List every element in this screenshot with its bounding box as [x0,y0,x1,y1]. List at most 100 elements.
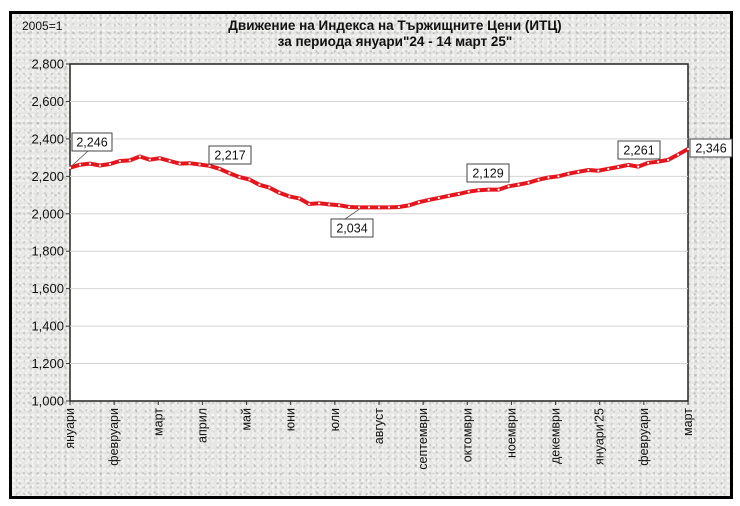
data-point [347,205,351,209]
data-point [288,195,291,198]
data-point [507,185,510,188]
data-point [268,186,271,189]
gridlines [70,100,688,365]
y-tick-label: 1,800 [31,244,64,259]
data-point [617,165,620,169]
x-tick-label: януари'25 [593,408,607,465]
data-label-box [617,140,661,160]
data-point [587,168,590,172]
data-label-box [71,132,113,152]
y-tick-label: 2,800 [31,57,64,72]
data-point [666,158,670,161]
x-tick-label: март [681,408,695,436]
data-point [328,203,331,206]
data-point [477,189,480,192]
data-point [298,197,301,200]
chart-subtitle: за периода януари"24 - 14 март 25" [278,34,513,49]
data-point [447,194,450,197]
y-tick-label: 2,200 [31,169,64,184]
data-point [517,183,520,186]
y-tick-label: 1,000 [31,394,64,409]
data-point [78,163,82,166]
data-label: 2,246 [76,136,107,150]
data-label-box [689,138,733,158]
data-point [258,183,261,186]
data-label-box [208,145,252,165]
y-tick-label: 1,200 [31,356,64,371]
data-point [238,175,241,179]
data-point [537,178,540,181]
data-point [357,206,361,209]
x-tick-label: януари [63,408,77,449]
data-point [627,163,630,167]
x-tick-label: ноември [504,408,518,458]
data-point [367,206,371,209]
data-point [457,192,460,196]
y-tick-label: 1,600 [31,281,64,296]
data-label: 2,129 [472,167,503,181]
data-point [686,147,690,151]
data-point [567,172,570,175]
series-line [68,147,690,210]
y-tick-label: 2,400 [31,131,64,146]
data-point [547,176,550,179]
data-point [487,188,490,191]
data-point [228,172,231,175]
y-axis-ticks: 1,000 1,200 1,400 1,600 1,800 2,000 2,200 2,400… [31,57,70,409]
data-point [387,206,391,209]
data-labels: 2,246 2,217 2,034 2,129 2,261 2,346 [71,132,733,238]
data-point [397,205,401,209]
x-tick-label: август [372,408,386,445]
data-label: 2,346 [695,142,726,156]
y-unit-label: 2005=1 [22,19,63,33]
data-point [437,196,440,199]
data-point [198,163,201,166]
y-tick-label: 2,000 [31,206,64,221]
x-tick-label: декември [549,408,563,464]
data-point [188,162,191,165]
chart-title: Движение на Индекса на Тържищните Цени (… [228,18,561,33]
data-point [108,162,111,166]
data-label: 2,261 [623,144,654,158]
data-point [577,170,580,173]
data-point [557,175,560,178]
data-point [208,164,211,167]
data-point [148,158,151,161]
data-point [168,159,171,163]
data-point [98,164,102,167]
data-point [597,169,600,172]
data-point [158,157,161,160]
data-point [88,162,92,165]
data-point [497,188,500,191]
data-point [218,167,221,170]
data-point [138,155,141,158]
x-tick-label: април [195,408,209,443]
data-point [178,162,181,165]
data-label: 2,217 [214,149,245,163]
x-tick-label: февруари [107,408,121,466]
data-point [656,160,660,163]
data-point [318,202,321,205]
data-point [68,166,72,169]
data-point [637,165,640,168]
data-point [118,159,121,163]
data-point [377,206,381,209]
y-tick-label: 2,600 [31,94,64,109]
data-label-box [466,163,510,183]
x-tick-label: юни [284,408,298,431]
data-point [248,178,251,181]
data-point [308,202,311,206]
data-point [128,159,131,162]
data-point [427,198,430,202]
data-point [676,153,680,156]
data-label: 2,034 [336,222,367,236]
x-axis-ticks: януари февруари март април май юни юли август се… [63,401,695,470]
x-tick-label: май [240,408,254,431]
data-point [467,190,470,193]
x-tick-label: октомври [460,408,474,462]
y-tick-label: 1,400 [31,319,64,334]
data-label-box [330,218,374,238]
data-point [607,167,610,170]
data-point [278,191,281,194]
